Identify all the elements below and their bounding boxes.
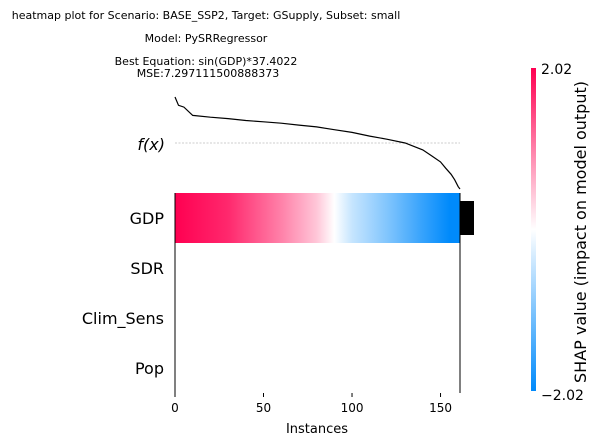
feature-label-gdp: GDP <box>130 209 165 228</box>
feature-label-clim-sens: Clim_Sens <box>82 309 164 329</box>
colorbar-max-label: 2.02 <box>541 62 572 78</box>
x-axis-label: Instances <box>286 422 348 437</box>
heatmap-row-pop <box>175 343 460 393</box>
feature-labels: GDP SDR Clim_Sens Pop <box>82 209 164 378</box>
colorbar <box>531 68 536 391</box>
fx-label: f(x) <box>137 135 165 154</box>
x-tick-label-100: 100 <box>341 401 364 415</box>
feature-label-pop: Pop <box>135 359 164 378</box>
x-tick-label-0: 0 <box>171 401 179 415</box>
heatmap-row-gdp <box>175 193 460 243</box>
title-line-1: heatmap plot for Scenario: BASE_SSP2, Ta… <box>12 9 401 22</box>
x-axis-ticks: 0 50 100 150 <box>171 393 452 415</box>
feature-importance-bars <box>460 201 474 235</box>
title-line-2: Model: PySRRegressor <box>145 32 268 45</box>
importance-bar-gdp <box>460 201 474 235</box>
heatmap-rows <box>175 193 460 393</box>
title-line-4: MSE:7.297111500888373 <box>137 67 280 80</box>
heatmap-row-clim-sens <box>175 293 460 343</box>
x-tick-label-150: 150 <box>429 401 452 415</box>
x-tick-label-50: 50 <box>256 401 271 415</box>
fx-curve <box>174 96 461 190</box>
feature-label-sdr: SDR <box>130 259 164 278</box>
colorbar-min-label: −2.02 <box>541 388 584 404</box>
title-line-3: Best Equation: sin(GDP)*37.4022 <box>115 55 298 68</box>
colorbar-title: SHAP value (impact on model output) <box>571 81 590 383</box>
heatmap-row-sdr <box>175 243 460 293</box>
